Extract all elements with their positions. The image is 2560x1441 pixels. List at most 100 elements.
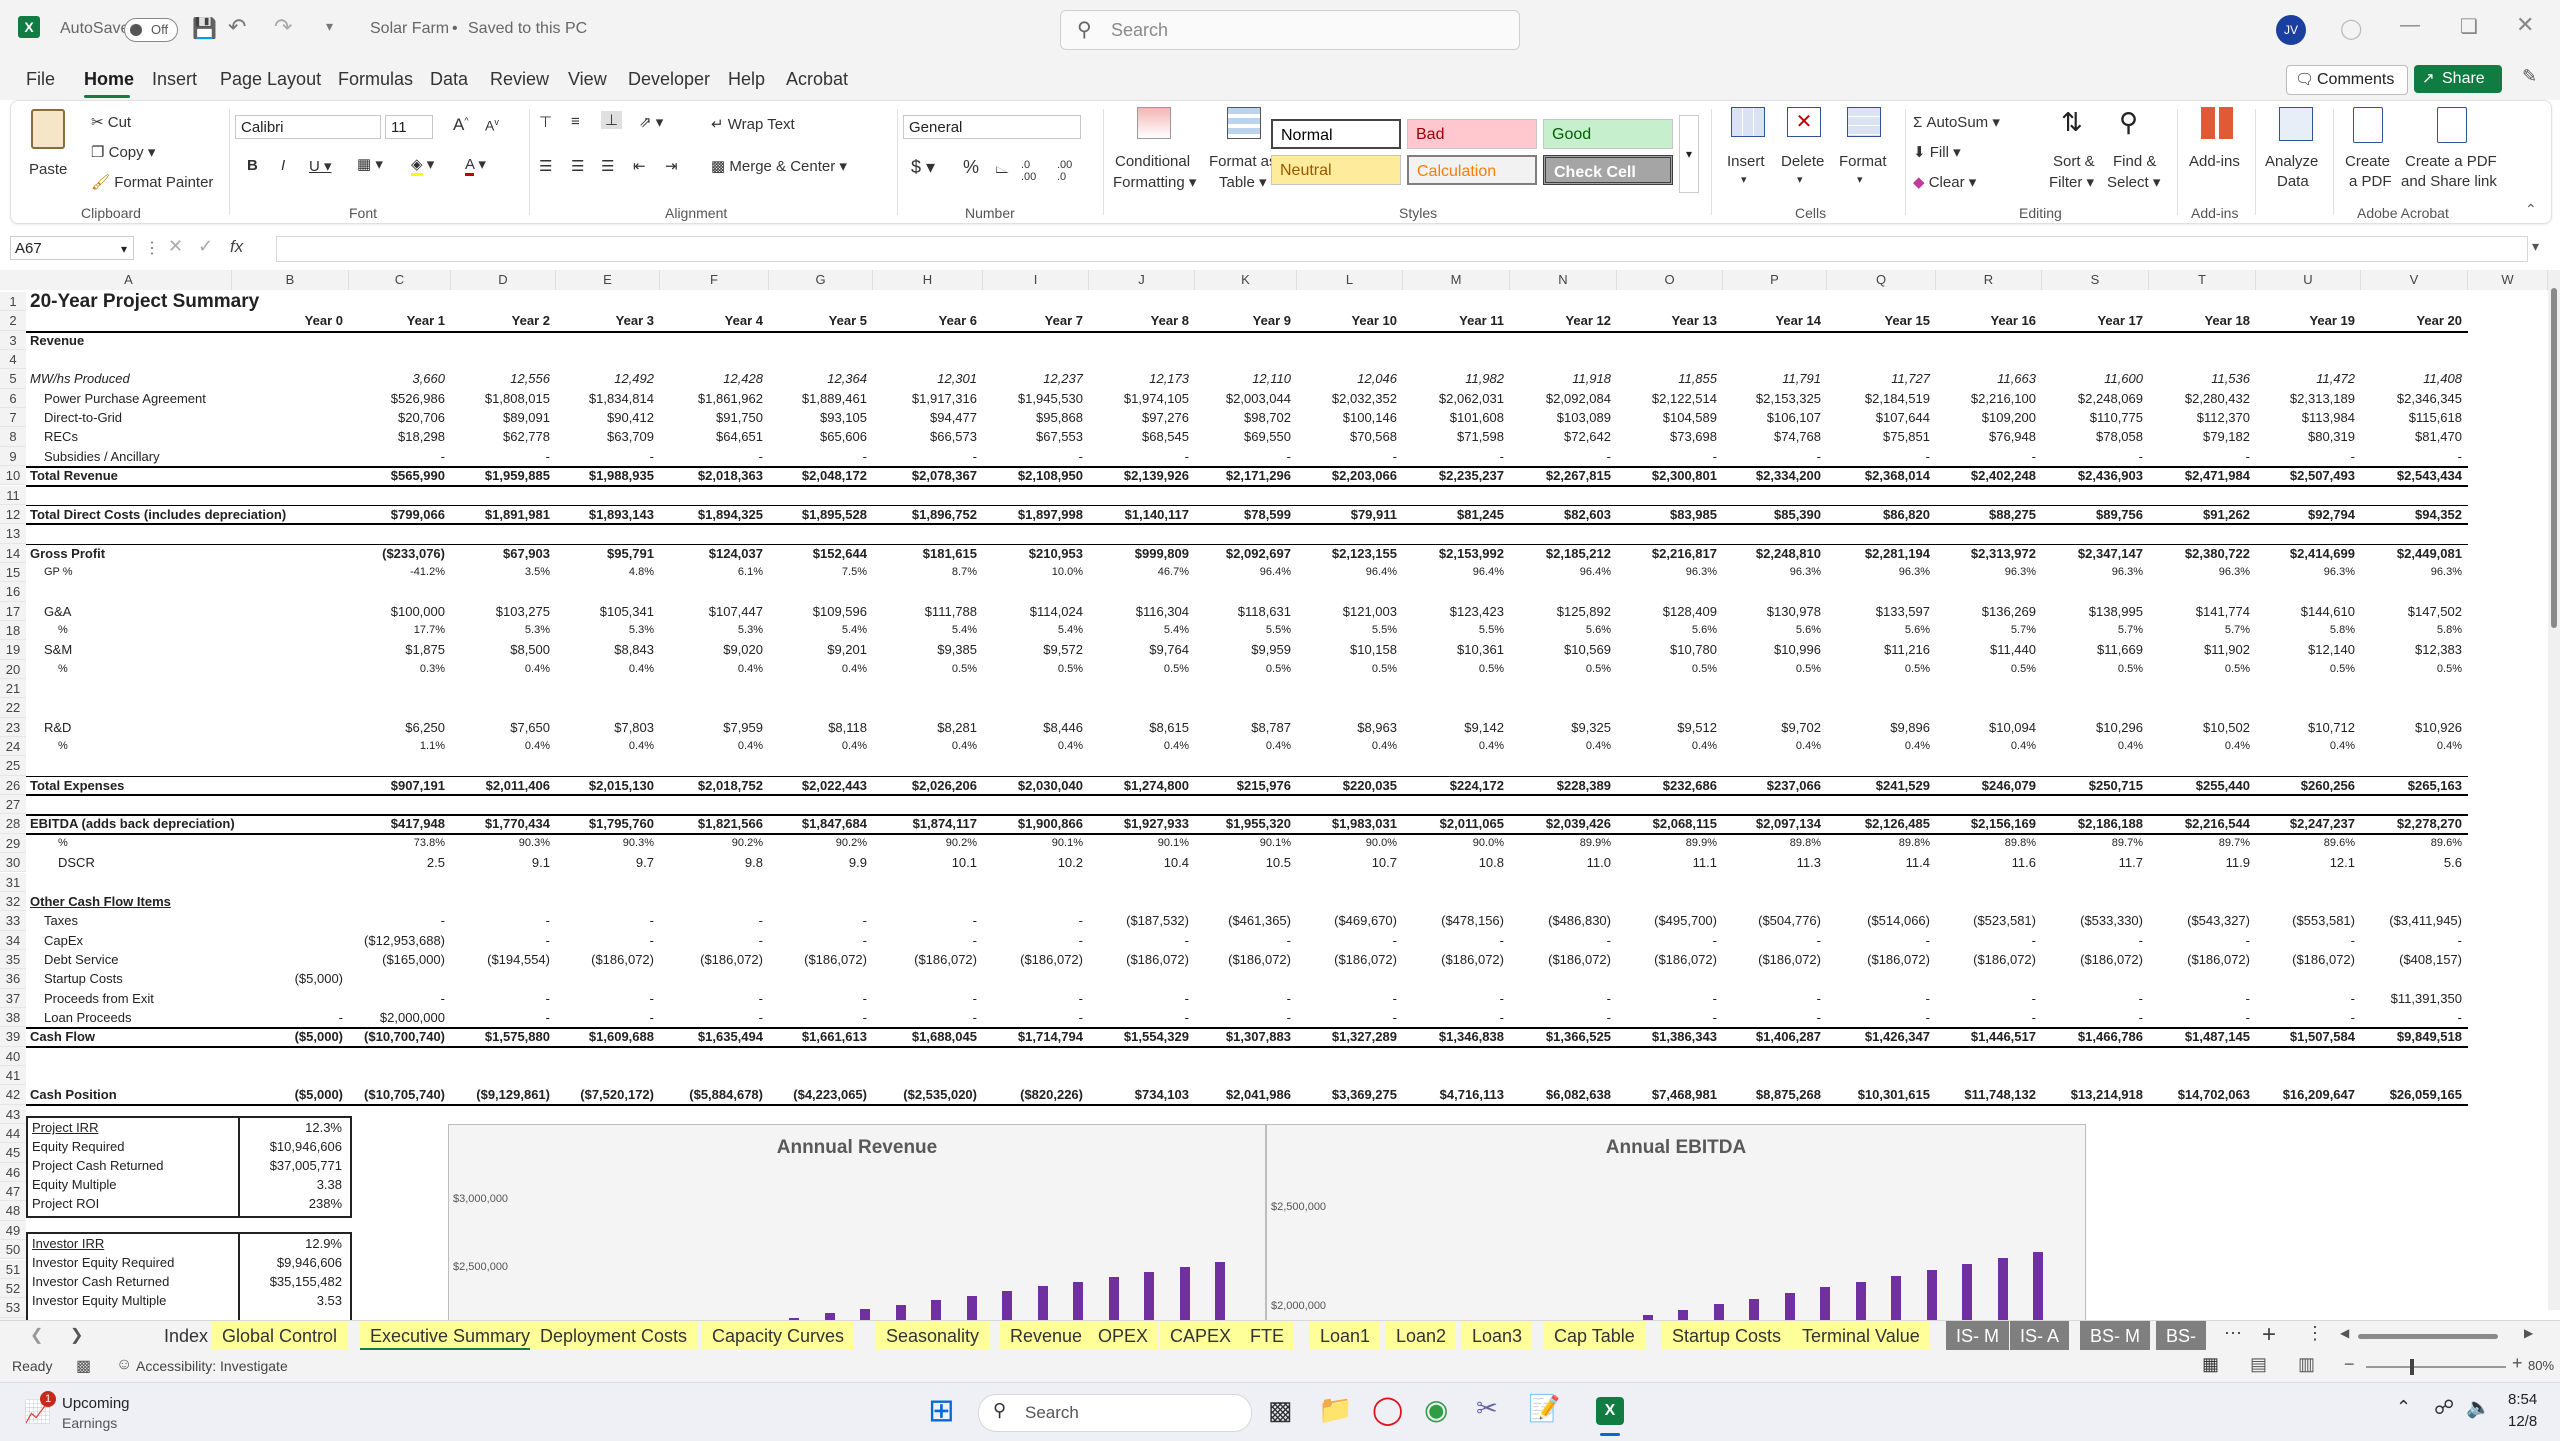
insert-function-icon[interactable]: fx — [230, 237, 244, 256]
value-cell[interactable]: $2,248,810 — [1755, 545, 1821, 561]
value-cell[interactable]: $7,468,981 — [1651, 1087, 1717, 1103]
value-cell[interactable]: $2,068,115 — [1652, 816, 1717, 832]
value-cell[interactable]: - — [1816, 448, 1821, 464]
value-cell[interactable]: 90.0% — [1365, 836, 1397, 849]
value-cell[interactable]: $1,406,287 — [1755, 1029, 1821, 1045]
value-cell[interactable]: $2,300,801 — [1651, 468, 1717, 484]
avatar[interactable]: JV — [2276, 15, 2306, 45]
value-cell[interactable]: 0.5% — [1904, 662, 1930, 675]
sheet-tab[interactable]: Capacity Curves — [702, 1321, 855, 1351]
metric-label[interactable]: Investor Equity Required — [32, 1255, 175, 1270]
value-cell[interactable]: ($3,411,945) — [2389, 913, 2462, 929]
value-cell[interactable]: 10.8 — [1478, 855, 1504, 871]
value-cell[interactable]: 0.4% — [524, 740, 550, 753]
value-cell[interactable]: 11,855 — [1678, 371, 1717, 387]
row-label[interactable]: Cash Position — [30, 1087, 117, 1103]
sheet-tab[interactable]: OPEX — [1088, 1321, 1159, 1351]
value-cell[interactable]: - — [758, 1009, 763, 1025]
value-cell[interactable]: $1,959,885 — [484, 468, 550, 484]
value-cell[interactable]: 11,600 — [2104, 371, 2143, 387]
value-cell[interactable]: 11.6 — [2011, 855, 2036, 871]
row-header[interactable]: 48 — [0, 1201, 26, 1221]
value-cell[interactable]: 2.5 — [426, 855, 445, 871]
row-header[interactable]: 29 — [0, 833, 26, 854]
tray-chevron-icon[interactable]: ⌃ — [2396, 1397, 2412, 1417]
value-cell[interactable]: - — [2138, 932, 2143, 948]
sheet-tab[interactable]: FTE — [1240, 1321, 1294, 1351]
annual-revenue-chart[interactable]: Annnual Revenue $3,000,000 $2,500,000 — [448, 1124, 1266, 1320]
value-cell[interactable]: - — [1499, 1009, 1504, 1025]
value-cell[interactable]: ($2,535,020) — [903, 1087, 977, 1103]
value-cell[interactable]: 90.2% — [945, 836, 977, 849]
value-cell[interactable]: 89.8% — [1789, 836, 1821, 849]
save-icon[interactable]: 💾 — [192, 18, 217, 40]
value-cell[interactable]: $1,426,347 — [1864, 1029, 1930, 1045]
value-cell[interactable]: - — [1925, 448, 1930, 464]
value-cell[interactable]: - — [1286, 448, 1291, 464]
font-size-combo[interactable]: 11 — [385, 115, 433, 139]
value-cell[interactable]: $2,235,237 — [1438, 468, 1504, 484]
value-cell[interactable]: - — [758, 448, 763, 464]
value-cell[interactable]: $241,529 — [1875, 777, 1930, 793]
value-cell[interactable]: 12,492 — [614, 371, 654, 387]
value-cell[interactable]: $2,346,345 — [2396, 390, 2462, 406]
value-cell[interactable]: $2,281,194 — [1864, 545, 1930, 561]
value-cell[interactable]: $246,079 — [1981, 777, 2036, 793]
value-cell[interactable]: - — [440, 990, 445, 1006]
value-cell[interactable]: - — [2245, 448, 2250, 464]
row-label[interactable]: % — [58, 740, 68, 753]
value-cell[interactable]: $12,383 — [2415, 642, 2462, 658]
value-cell[interactable]: 11,918 — [1572, 371, 1611, 387]
value-cell[interactable]: 5.4% — [841, 623, 867, 636]
value-cell[interactable]: $1,847,684 — [801, 816, 867, 832]
value-cell[interactable]: - — [1286, 1009, 1291, 1025]
value-cell[interactable]: $2,078,367 — [911, 468, 977, 484]
value-cell[interactable]: - — [2031, 932, 2036, 948]
name-box[interactable]: A67 ▾ — [10, 236, 134, 260]
year-header[interactable]: Year 7 — [1044, 313, 1083, 329]
value-cell[interactable]: $2,507,493 — [2289, 468, 2355, 484]
row-header[interactable]: 44 — [0, 1124, 26, 1144]
value-cell[interactable]: - — [1816, 1009, 1821, 1025]
value-cell[interactable]: $106,107 — [1766, 410, 1821, 426]
value-cell[interactable]: ($186,072) — [2187, 951, 2250, 967]
value-cell[interactable]: - — [338, 1009, 343, 1025]
value-cell[interactable]: $232,686 — [1662, 777, 1717, 793]
value-cell[interactable]: $2,184,519 — [1864, 390, 1930, 406]
value-cell[interactable]: 46.7% — [1157, 565, 1189, 578]
chart-bar[interactable] — [1997, 1257, 2008, 1320]
value-cell[interactable]: $8,118 — [828, 719, 867, 735]
annual-ebitda-chart[interactable]: Annual EBITDA $2,500,000 $2,000,000 — [1266, 1124, 2086, 1320]
minimize-icon[interactable]: — — [2400, 14, 2420, 36]
column-header[interactable]: U — [2256, 270, 2361, 290]
value-cell[interactable]: $2,368,014 — [1864, 468, 1930, 484]
value-cell[interactable]: 0.5% — [1478, 662, 1504, 675]
row-header[interactable]: 51 — [0, 1259, 26, 1279]
value-cell[interactable]: $8,281 — [937, 719, 977, 735]
value-cell[interactable]: $2,380,722 — [2184, 545, 2250, 561]
row-header[interactable]: 38 — [0, 1007, 26, 1028]
value-cell[interactable]: - — [2457, 448, 2462, 464]
metric-label[interactable]: Project ROI — [32, 1196, 100, 1211]
value-cell[interactable]: $1,346,838 — [1438, 1029, 1504, 1045]
value-cell[interactable]: $1,795,760 — [588, 816, 654, 832]
column-header[interactable]: A — [26, 270, 232, 290]
value-cell[interactable]: $7,959 — [723, 719, 763, 735]
value-cell[interactable]: $2,139,926 — [1123, 468, 1189, 484]
column-header[interactable]: C — [349, 270, 451, 290]
value-cell[interactable]: 96.4% — [1259, 565, 1291, 578]
chart-bar[interactable] — [1215, 1262, 1226, 1320]
scroll-thumb[interactable] — [2551, 288, 2557, 628]
value-cell[interactable]: 0.4% — [737, 740, 763, 753]
zoom-out-icon[interactable]: − — [2344, 1354, 2355, 1374]
value-cell[interactable]: 0.5% — [2010, 662, 2036, 675]
format-as-table-button[interactable]: Format as Table ▾ — [1203, 107, 1283, 197]
year-header[interactable]: Year 3 — [615, 313, 654, 329]
value-cell[interactable]: - — [2350, 932, 2355, 948]
value-cell[interactable]: ($186,072) — [1867, 951, 1930, 967]
value-cell[interactable]: 96.4% — [1579, 565, 1611, 578]
row-header[interactable]: 31 — [0, 872, 26, 892]
value-cell[interactable]: $2,313,189 — [2289, 390, 2355, 406]
value-cell[interactable]: $2,153,325 — [1755, 390, 1821, 406]
value-cell[interactable]: - — [1606, 932, 1611, 948]
